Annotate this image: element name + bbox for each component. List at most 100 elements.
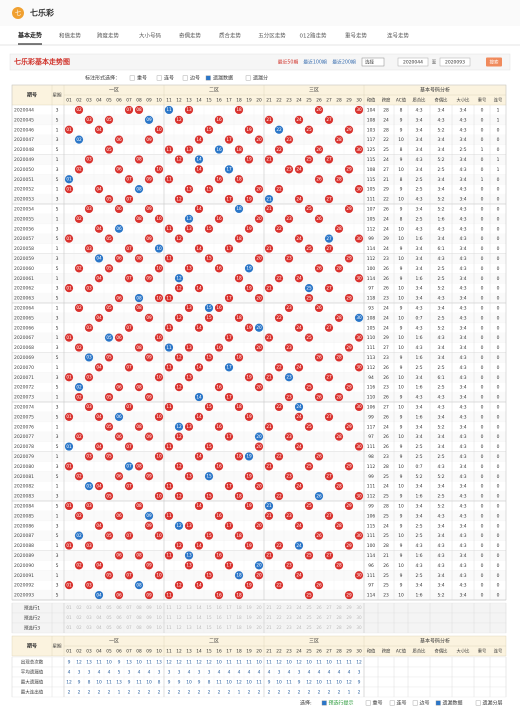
preselect-number[interactable]: 16 [216,605,222,610]
preselect-number[interactable]: 28 [336,605,342,610]
preselect-number[interactable]: 14 [196,605,202,610]
preselect-number[interactable]: 17 [226,625,232,630]
preselect-number[interactable]: 16 [216,615,222,620]
preselect-number[interactable]: 10 [156,625,162,630]
preselect-number[interactable]: 22 [276,615,282,620]
period-link[interactable]: 最近50期 [278,59,299,66]
preselect-number[interactable]: 23 [286,625,292,630]
preselect-number[interactable]: 27 [326,625,332,630]
preselect-number[interactable]: 10 [156,605,162,610]
preselect-number[interactable]: 11 [166,625,172,630]
preselect-number[interactable]: 01 [66,605,72,610]
select-box[interactable] [361,57,385,67]
preselect-number[interactable]: 20 [256,605,262,610]
preselect-number[interactable]: 25 [306,615,312,620]
preselect-number[interactable]: 24 [296,615,302,620]
preselect-number[interactable]: 13 [186,605,192,610]
preselect-number[interactable]: 12 [176,615,182,620]
search-label[interactable]: 搜索 [490,59,499,66]
preselect-number[interactable]: 18 [236,625,242,630]
preselect-number[interactable]: 19 [246,625,252,630]
preselect-number[interactable]: 12 [176,605,182,610]
bottom-option[interactable]: 遗漏分层 [483,700,503,707]
preselect-number[interactable]: 08 [136,615,142,620]
preselect-number[interactable]: 22 [276,605,282,610]
preselect-number[interactable]: 13 [186,625,192,630]
checkbox[interactable] [435,700,441,706]
preselect-number[interactable]: 17 [226,615,232,620]
preselect-number[interactable]: 16 [216,625,222,630]
checkbox[interactable] [365,700,371,706]
checkbox[interactable] [156,75,162,81]
preselect-number[interactable]: 26 [316,625,322,630]
preselect-number[interactable]: 29 [346,625,352,630]
nav-tab[interactable]: 奇偶走势 [179,32,202,40]
preselect-number[interactable]: 18 [236,615,242,620]
select-text[interactable]: 选择 [365,59,374,66]
preselect-number[interactable]: 19 [246,605,252,610]
preselect-number[interactable]: 07 [126,625,132,630]
preselect-number[interactable]: 19 [246,615,252,620]
nav-tab[interactable]: 大小号码 [139,32,162,40]
nav-tab[interactable]: 连号走势 [387,32,410,40]
preselect-number[interactable]: 21 [266,615,272,620]
preselect-number[interactable]: 02 [76,625,82,630]
mark-option[interactable]: 重号 [137,75,147,82]
nav-tab[interactable]: 基本走势 [17,32,42,40]
preselect-number[interactable]: 07 [126,605,132,610]
nav-tab[interactable]: 跨度走势 [97,32,120,40]
checkbox[interactable] [475,700,481,706]
preselect-number[interactable]: 29 [346,615,352,620]
preselect-number[interactable]: 30 [356,605,362,610]
checkbox[interactable] [205,75,211,81]
preselect-number[interactable]: 04 [96,625,102,630]
preselect-number[interactable]: 09 [146,615,152,620]
bottom-option[interactable]: 遗漏数据 [443,700,463,707]
preselect-number[interactable]: 20 [256,615,262,620]
preselect-number[interactable]: 08 [136,605,142,610]
bottom-option[interactable]: 预选行提示 [329,700,354,707]
bottom-option[interactable]: 边号 [420,700,430,707]
preselect-number[interactable]: 25 [306,605,312,610]
search-button[interactable] [486,57,502,67]
checkbox[interactable] [321,700,327,706]
bottom-option[interactable]: 重号 [373,700,383,707]
preselect-number[interactable]: 30 [356,615,362,620]
preselect-number[interactable]: 15 [206,605,212,610]
checkbox[interactable] [182,75,188,81]
preselect-number[interactable]: 04 [96,605,102,610]
preselect-number[interactable]: 13 [186,615,192,620]
preselect-number[interactable]: 21 [266,625,272,630]
preselect-number[interactable]: 14 [196,615,202,620]
nav-tab[interactable]: 重号走势 [345,32,368,40]
preselect-number[interactable]: 21 [266,605,272,610]
preselect-number[interactable]: 02 [76,615,82,620]
preselect-number[interactable]: 23 [286,605,292,610]
mark-option[interactable]: 遗漏数据 [213,75,233,82]
preselect-number[interactable]: 01 [66,625,72,630]
preselect-number[interactable]: 24 [296,625,302,630]
preselect-number[interactable]: 26 [316,615,322,620]
preselect-number[interactable]: 08 [136,625,142,630]
nav-tab[interactable]: 和值走势 [59,32,82,40]
preselect-number[interactable]: 30 [356,625,362,630]
preselect-number[interactable]: 25 [306,625,312,630]
date-from[interactable]: 2020044 [403,60,423,66]
preselect-number[interactable]: 27 [326,605,332,610]
preselect-number[interactable]: 07 [126,615,132,620]
mark-option[interactable]: 遗漏分 [253,75,268,82]
preselect-number[interactable]: 15 [206,615,212,620]
preselect-number[interactable]: 23 [286,615,292,620]
preselect-number[interactable]: 10 [156,615,162,620]
preselect-number[interactable]: 05 [106,605,112,610]
preselect-number[interactable]: 28 [336,615,342,620]
date-input[interactable] [439,57,471,67]
preselect-number[interactable]: 24 [296,605,302,610]
preselect-number[interactable]: 01 [66,615,72,620]
preselect-number[interactable]: 05 [106,625,112,630]
preselect-number[interactable]: 18 [236,605,242,610]
nav-tab[interactable]: 012路走势 [300,32,327,40]
preselect-number[interactable]: 26 [316,605,322,610]
checkbox[interactable] [412,700,418,706]
checkbox[interactable] [245,75,251,81]
